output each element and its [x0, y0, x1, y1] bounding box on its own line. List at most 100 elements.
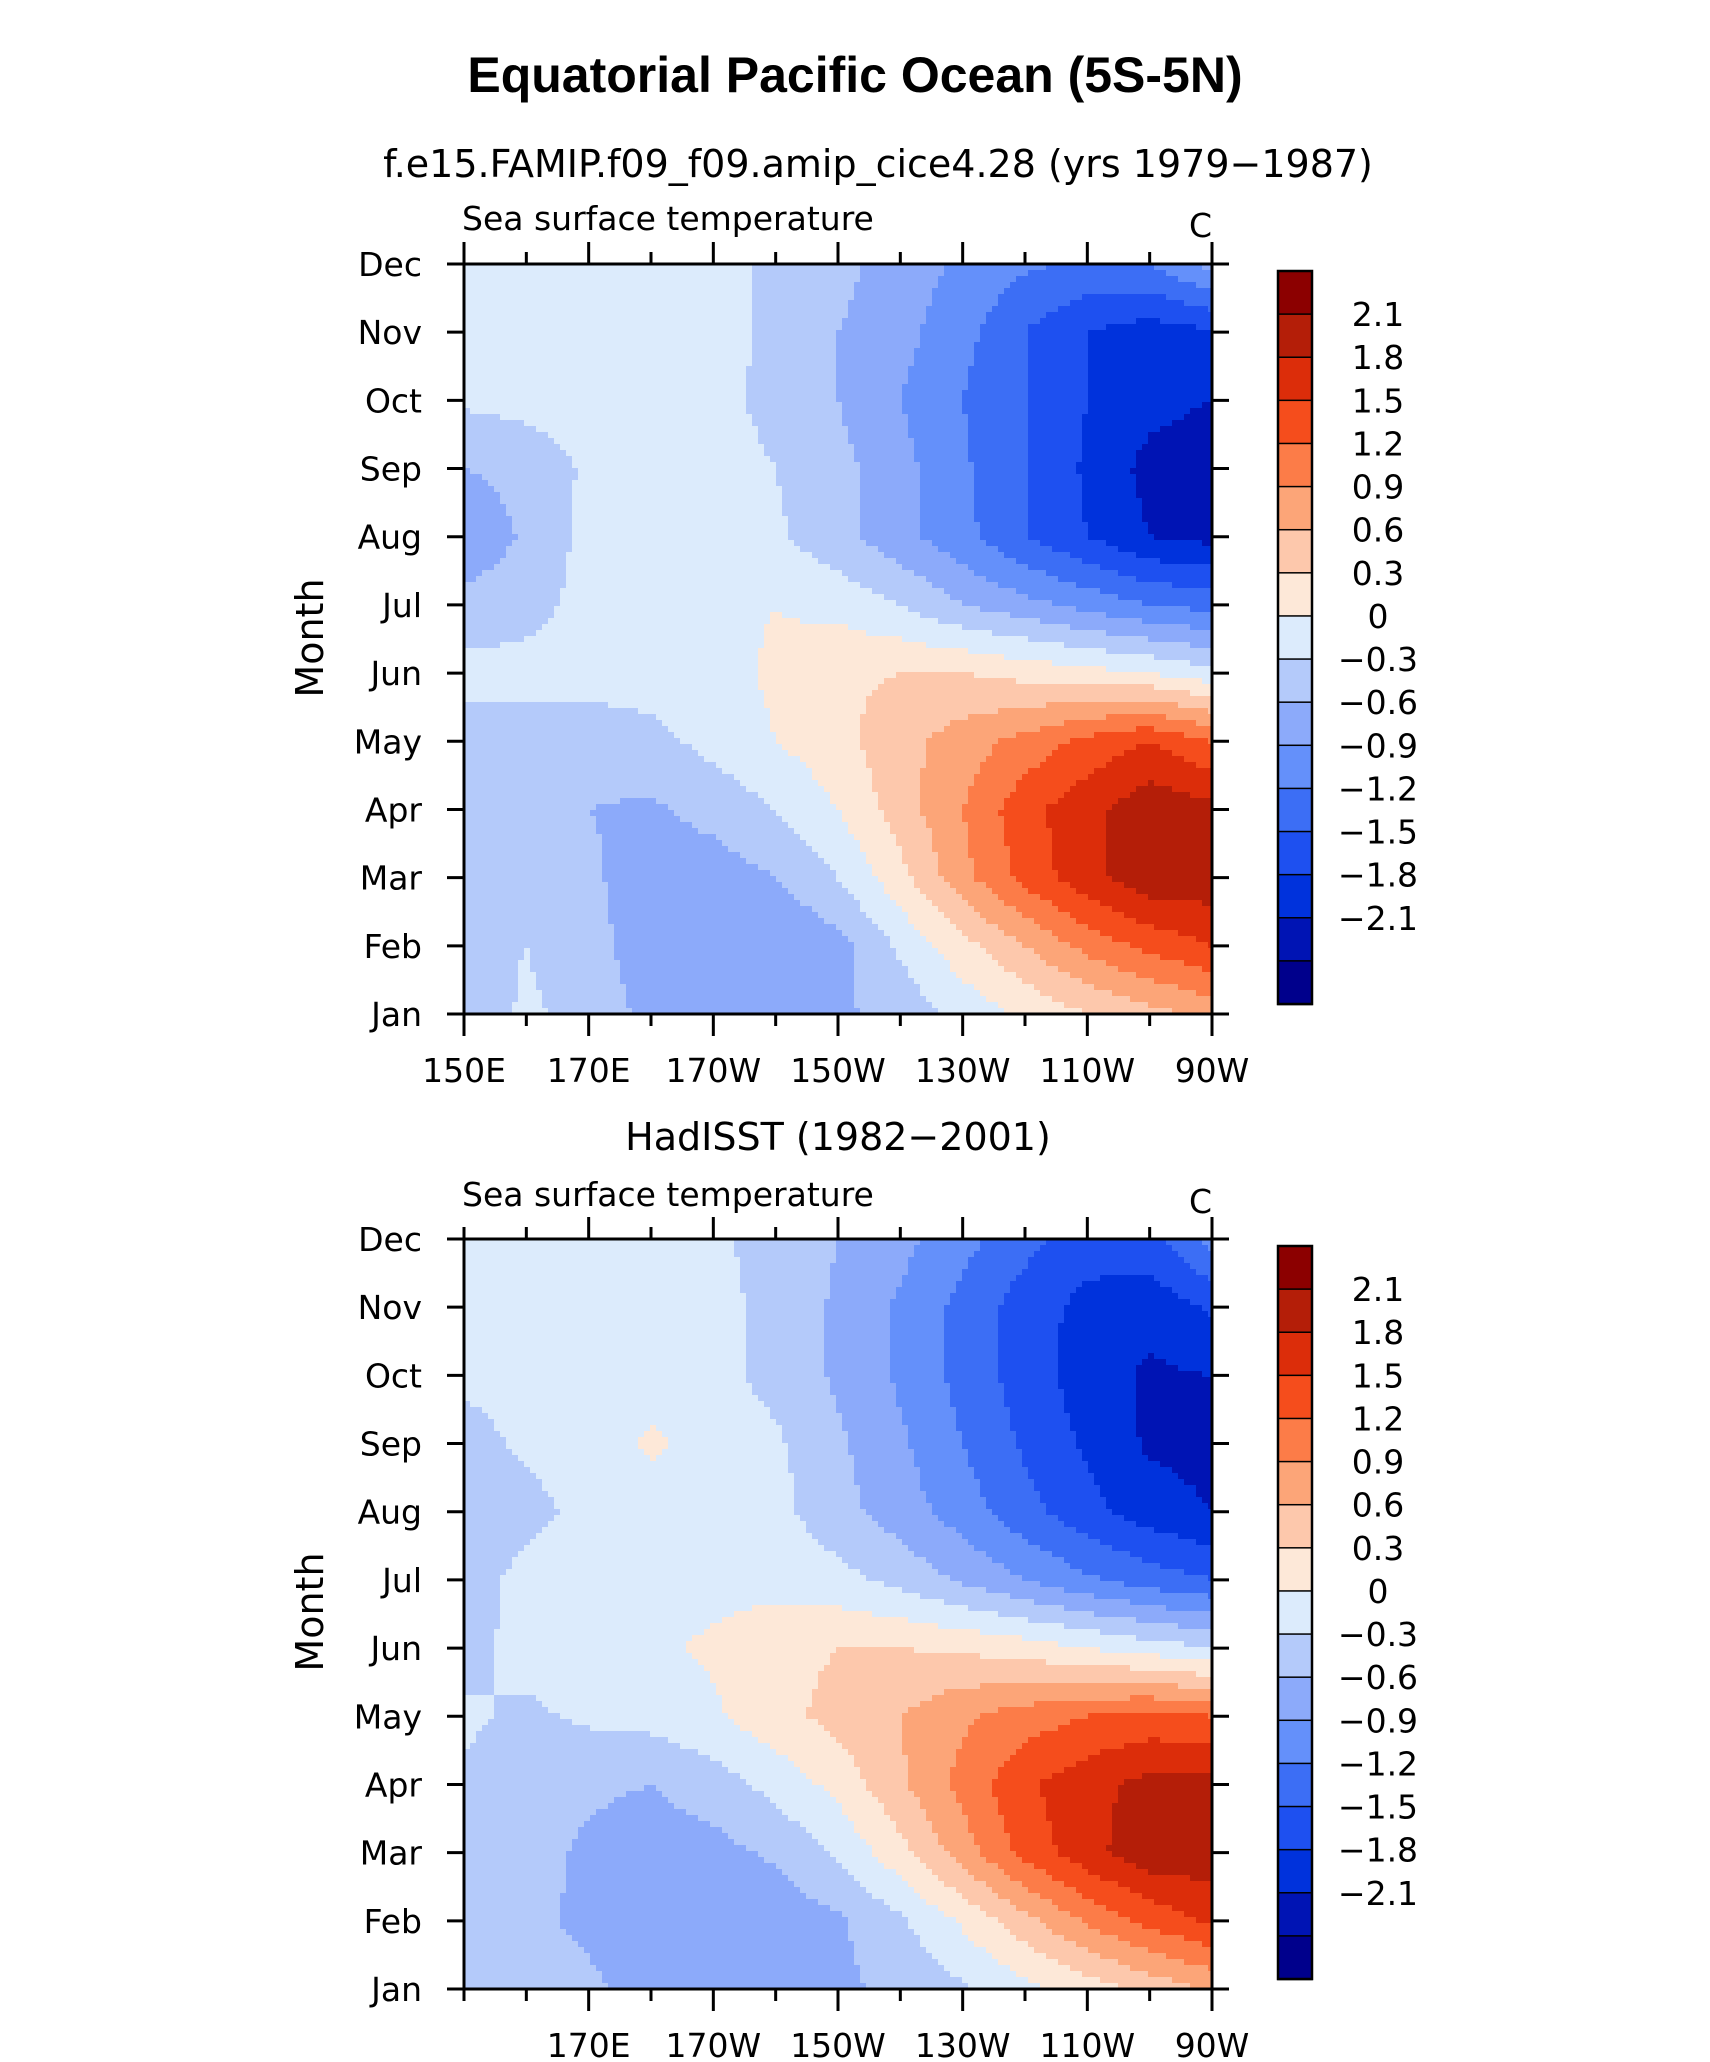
- sst-cell: [548, 324, 555, 331]
- sst-cell: [1070, 360, 1077, 367]
- sst-cell: [626, 300, 633, 307]
- sst-cell: [770, 294, 777, 301]
- sst-cell: [488, 312, 495, 319]
- sst-cell: [566, 420, 573, 427]
- sst-cell: [1118, 348, 1125, 355]
- sst-cell: [1082, 390, 1089, 397]
- sst-cell: [1046, 408, 1053, 415]
- sst-cell: [488, 426, 495, 433]
- sst-cell: [1064, 492, 1071, 499]
- sst-cell: [1028, 306, 1035, 313]
- sst-cell: [716, 450, 723, 457]
- sst-cell: [632, 336, 639, 343]
- sst-cell: [1004, 372, 1011, 379]
- sst-cell: [1088, 474, 1095, 481]
- sst-cell: [722, 414, 729, 421]
- sst-cell: [680, 456, 687, 463]
- sst-cell: [836, 342, 843, 349]
- sst-cell: [1040, 384, 1047, 391]
- sst-cell: [680, 276, 687, 283]
- sst-cell: [836, 276, 843, 283]
- sst-cell: [794, 492, 801, 499]
- sst-cell: [932, 354, 939, 361]
- sst-cell: [1148, 432, 1155, 439]
- sst-cell: [884, 360, 891, 367]
- sst-cell: [1076, 456, 1083, 463]
- sst-cell: [614, 408, 621, 415]
- sst-cell: [506, 444, 513, 451]
- sst-cell: [890, 432, 897, 439]
- sst-cell: [476, 384, 483, 391]
- sst-cell: [656, 498, 663, 505]
- sst-cell: [530, 342, 537, 349]
- sst-cell: [1058, 318, 1065, 325]
- sst-cell: [716, 366, 723, 373]
- sst-cell: [560, 414, 567, 421]
- sst-cell: [1124, 402, 1131, 409]
- sst-cell: [968, 372, 975, 379]
- sst-cell: [1070, 354, 1077, 361]
- sst-cell: [998, 402, 1005, 409]
- sst-cell: [698, 288, 705, 295]
- sst-cell: [776, 294, 783, 301]
- sst-cell: [980, 426, 987, 433]
- sst-cell: [1154, 420, 1161, 427]
- sst-cell: [902, 366, 909, 373]
- sst-cell: [842, 450, 849, 457]
- sst-cell: [974, 450, 981, 457]
- sst-cell: [902, 330, 909, 337]
- sst-cell: [878, 498, 885, 505]
- sst-cell: [608, 378, 615, 385]
- sst-cell: [710, 270, 717, 277]
- sst-cell: [1022, 414, 1029, 421]
- sst-cell: [620, 408, 627, 415]
- sst-cell: [524, 354, 531, 361]
- sst-cell: [1196, 402, 1203, 409]
- sst-cell: [536, 366, 543, 373]
- sst-cell: [830, 276, 837, 283]
- sst-cell: [1028, 468, 1035, 475]
- sst-cell: [932, 414, 939, 421]
- sst-cell: [932, 426, 939, 433]
- sst-cell: [512, 372, 519, 379]
- sst-cell: [974, 324, 981, 331]
- sst-cell: [554, 432, 561, 439]
- sst-cell: [1004, 468, 1011, 475]
- sst-cell: [794, 300, 801, 307]
- sst-cell: [992, 288, 999, 295]
- sst-cell: [1010, 468, 1017, 475]
- sst-cell: [1118, 396, 1125, 403]
- sst-cell: [632, 480, 639, 487]
- sst-cell: [566, 492, 573, 499]
- sst-cell: [1148, 402, 1155, 409]
- sst-cell: [788, 360, 795, 367]
- sst-cell: [860, 438, 867, 445]
- sst-cell: [584, 276, 591, 283]
- sst-cell: [1088, 438, 1095, 445]
- sst-cell: [1130, 432, 1137, 439]
- sst-cell: [482, 282, 489, 289]
- sst-cell: [662, 354, 669, 361]
- sst-cell: [884, 408, 891, 415]
- sst-cell: [776, 426, 783, 433]
- sst-cell: [806, 360, 813, 367]
- sst-cell: [1004, 456, 1011, 463]
- sst-cell: [1058, 282, 1065, 289]
- sst-cell: [1184, 384, 1191, 391]
- sst-cell: [812, 438, 819, 445]
- sst-cell: [1190, 414, 1197, 421]
- sst-cell: [680, 384, 687, 391]
- sst-cell: [1064, 402, 1071, 409]
- sst-cell: [776, 324, 783, 331]
- sst-cell: [1028, 330, 1035, 337]
- sst-cell: [884, 294, 891, 301]
- sst-cell: [1142, 378, 1149, 385]
- sst-cell: [500, 354, 507, 361]
- sst-cell: [524, 450, 531, 457]
- sst-cell: [710, 288, 717, 295]
- sst-cell: [782, 330, 789, 337]
- sst-cell: [1040, 288, 1047, 295]
- sst-cell: [872, 414, 879, 421]
- sst-cell: [1064, 294, 1071, 301]
- sst-cell: [1202, 360, 1209, 367]
